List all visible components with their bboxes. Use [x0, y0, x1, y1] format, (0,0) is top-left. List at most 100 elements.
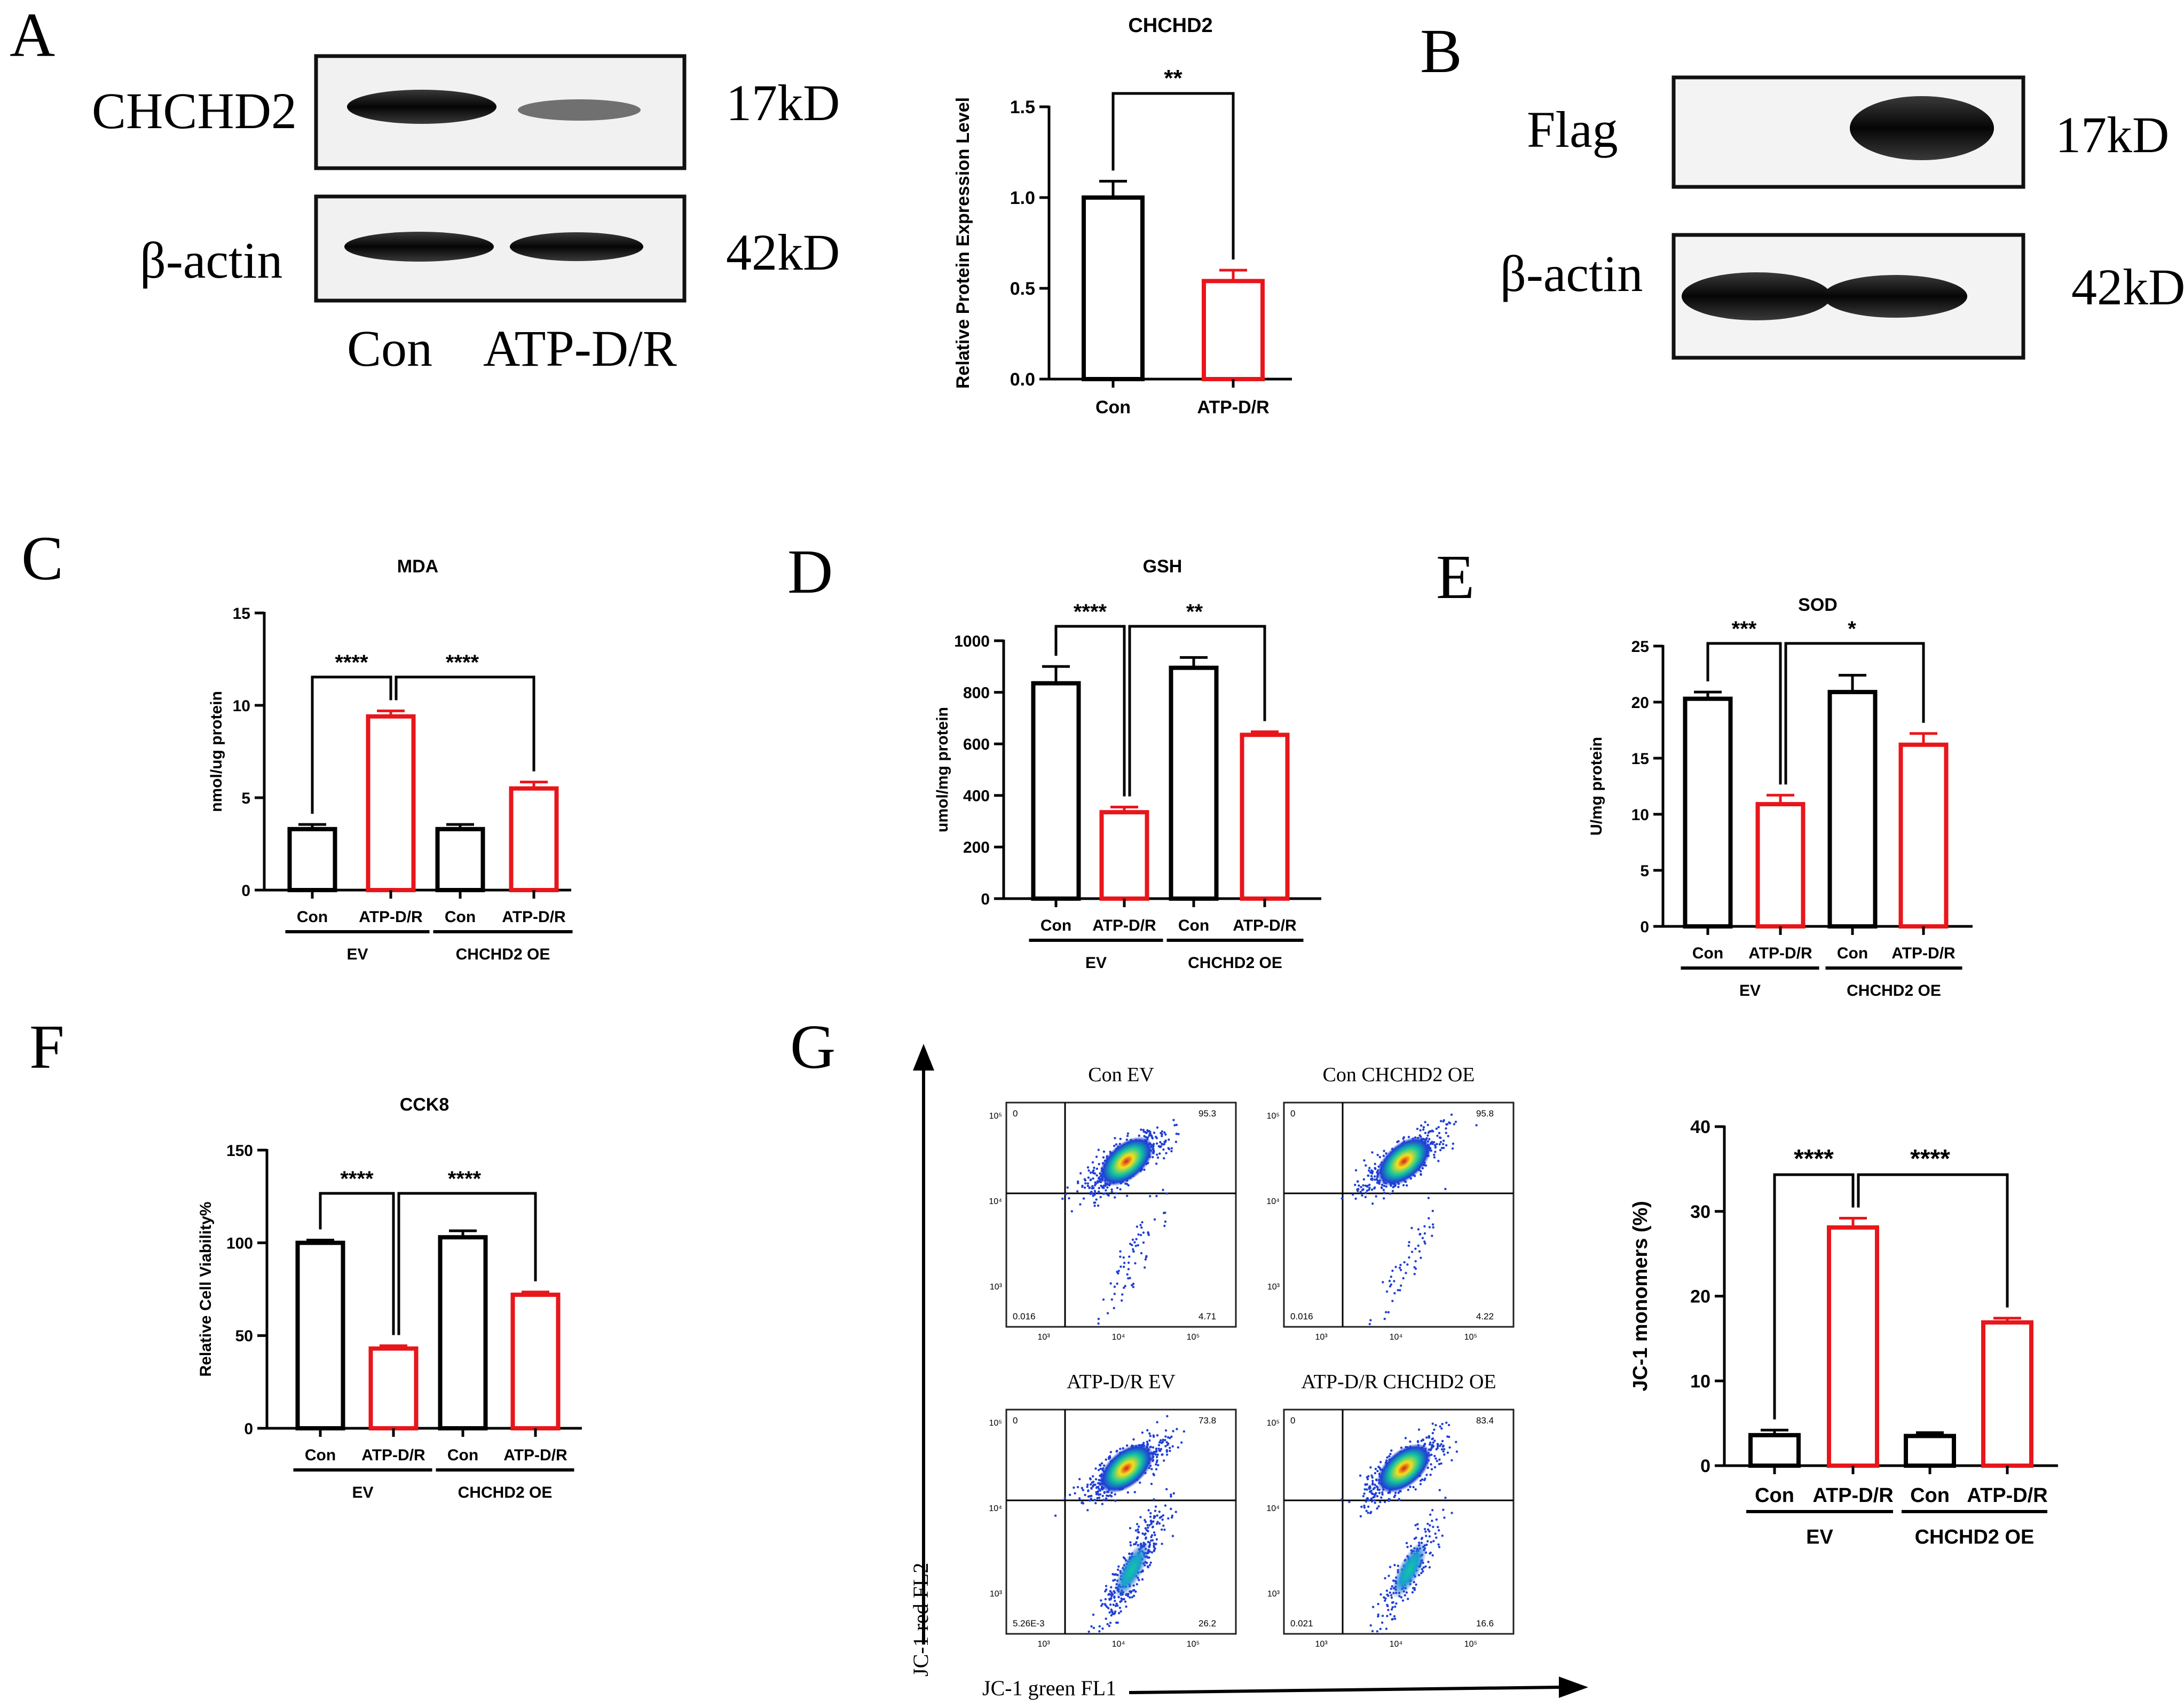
flow-event-dot — [1371, 1482, 1374, 1485]
flow-y-tick: 10⁵ — [989, 1419, 1002, 1428]
flow-event-dot — [1167, 1517, 1170, 1520]
flow-event-dot — [1412, 1486, 1415, 1489]
x-tick-label: ATP-D/R — [359, 908, 423, 926]
flow-event-dot — [1110, 1188, 1113, 1191]
flow-event-dot — [1089, 1499, 1092, 1501]
flow-event-dot — [1389, 1613, 1392, 1616]
flow-event-dot — [1436, 1445, 1439, 1448]
flow-event-dot — [1438, 1458, 1441, 1461]
flow-event-dot — [1124, 1600, 1127, 1603]
y-tick-label: 10 — [233, 697, 250, 715]
quadrant-ll-value: 0.016 — [1013, 1311, 1036, 1321]
flow-event-dot — [1105, 1588, 1108, 1591]
flow-event-dot — [1092, 1485, 1094, 1488]
flow-event-dot — [1154, 1505, 1157, 1508]
flow-event-dot — [1431, 1509, 1434, 1512]
flow-event-dot — [1119, 1137, 1122, 1140]
flow-event-dot — [1414, 1260, 1417, 1263]
flow-event-dot — [1416, 1523, 1419, 1525]
flow-density-core — [1099, 1136, 1154, 1186]
flow-event-dot — [1393, 1280, 1395, 1283]
flow-event-dot — [1363, 1492, 1366, 1495]
flow-event-dot — [1097, 1482, 1100, 1485]
flow-event-dot — [1373, 1187, 1376, 1190]
flow-event-dot — [1155, 1463, 1157, 1466]
flow-event-dot — [1434, 1457, 1437, 1460]
flow-event-dot — [1371, 1606, 1375, 1608]
flow-event-dot — [1133, 1589, 1136, 1592]
bar — [1099, 810, 1149, 901]
x-tick-label: ATP-D/R — [1748, 945, 1812, 962]
blot-a-band-con-chchd2 — [347, 90, 496, 124]
flow-event-dot — [1166, 1415, 1169, 1418]
chart-title: GSH — [1143, 556, 1182, 577]
flow-event-dot — [1426, 1123, 1429, 1127]
flow-event-dot — [1428, 1226, 1431, 1229]
flow-event-dot — [1431, 1437, 1434, 1440]
flow-y-tick: 10⁴ — [989, 1197, 1002, 1206]
flow-event-dot — [1440, 1443, 1442, 1446]
flow-event-dot — [1455, 1441, 1457, 1443]
flow-event-dot — [1437, 1543, 1440, 1546]
flow-event-dot — [1376, 1507, 1378, 1510]
flow-event-dot — [1158, 1152, 1161, 1155]
significance-bracket — [1128, 625, 1266, 797]
flow-event-dot — [1425, 1535, 1428, 1537]
quadrant-lr-value: 26.2 — [1199, 1618, 1216, 1629]
flow-event-dot — [1132, 1286, 1135, 1288]
flow-event-dot — [1402, 1277, 1405, 1280]
flow-event-dot — [1106, 1186, 1109, 1189]
flow-event-dot — [1443, 1448, 1446, 1451]
flow-event-dot — [1137, 1528, 1139, 1531]
significance-bracket — [1773, 1173, 1855, 1420]
flow-event-dot — [1164, 1133, 1167, 1136]
flow-event-dot — [1093, 1499, 1096, 1501]
flow-event-dot — [1094, 1467, 1097, 1470]
flow-event-dot — [1093, 1201, 1095, 1204]
flow-event-dot — [1149, 1539, 1153, 1542]
flow-event-dot — [1447, 1423, 1450, 1427]
flow-event-dot — [1152, 1434, 1155, 1437]
flow-event-dot — [1129, 1544, 1132, 1547]
y-tick-label: 30 — [1690, 1202, 1710, 1222]
flow-x-tick: 10⁵ — [1187, 1640, 1200, 1649]
flow-event-dot — [1359, 1191, 1362, 1193]
flow-event-dot — [1450, 1512, 1453, 1514]
x-tick-label: ATP-D/R — [1092, 917, 1156, 934]
flow-event-dot — [1095, 1167, 1099, 1170]
flow-event-dot — [1361, 1189, 1364, 1192]
blot-b-band-actin-2 — [1823, 275, 1967, 318]
flow-event-dot — [1114, 1600, 1116, 1602]
flow-event-dot — [1385, 1185, 1387, 1188]
significance-bracket — [319, 1192, 395, 1335]
flow-event-dot — [1095, 1493, 1098, 1496]
flow-event-dot — [1443, 1516, 1446, 1519]
flow-event-dot — [1092, 1626, 1095, 1630]
flow-event-dot — [1170, 1147, 1173, 1150]
flow-event-dot — [1393, 1615, 1396, 1618]
panel-letter-c: C — [21, 523, 64, 593]
flow-event-dot — [1177, 1132, 1180, 1136]
flow-event-dot — [1155, 1538, 1158, 1541]
flow-event-dot — [1154, 1533, 1156, 1537]
x-tick-label: Con — [1837, 945, 1868, 962]
flow-event-dot — [1445, 1131, 1448, 1135]
flow-event-dot — [1441, 1535, 1444, 1537]
flow-event-dot — [1169, 1446, 1171, 1449]
flow-event-dot — [1445, 1144, 1448, 1147]
flow-event-dot — [1120, 1299, 1123, 1302]
flow-event-dot — [1113, 1293, 1116, 1295]
flow-event-dot — [1147, 1526, 1149, 1529]
flow-event-dot — [1414, 1247, 1417, 1250]
flow-event-dot — [1148, 1556, 1150, 1559]
flow-event-dot — [1101, 1627, 1104, 1630]
flow-event-dot — [1084, 1493, 1086, 1497]
flow-event-dot — [1115, 1602, 1118, 1605]
flow-event-dot — [1097, 1149, 1100, 1151]
flow-event-dot — [1363, 1504, 1366, 1507]
flow-event-dot — [1144, 1258, 1147, 1261]
flow-event-dot — [1425, 1436, 1428, 1439]
flow-event-dot — [1149, 1561, 1152, 1564]
flow-event-dot — [1162, 1148, 1165, 1151]
flow-event-dot — [1162, 1438, 1164, 1441]
